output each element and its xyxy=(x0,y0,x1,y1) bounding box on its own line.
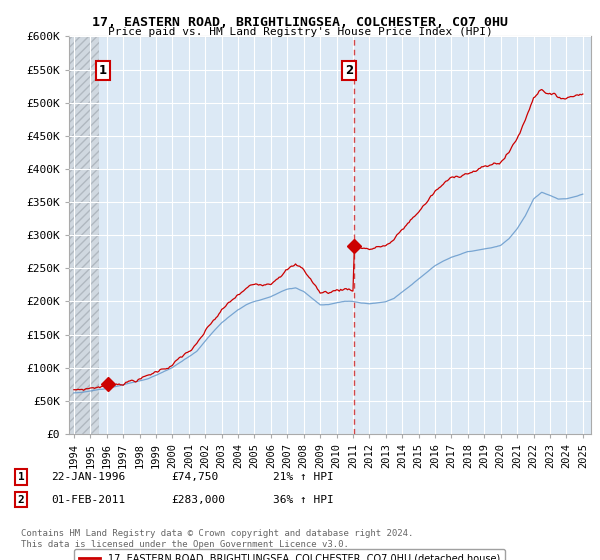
Text: 1: 1 xyxy=(99,64,107,77)
Text: 17, EASTERN ROAD, BRIGHTLINGSEA, COLCHESTER, CO7 0HU: 17, EASTERN ROAD, BRIGHTLINGSEA, COLCHES… xyxy=(92,16,508,29)
Text: 36% ↑ HPI: 36% ↑ HPI xyxy=(273,494,334,505)
Text: Price paid vs. HM Land Registry's House Price Index (HPI): Price paid vs. HM Land Registry's House … xyxy=(107,27,493,37)
Text: 1: 1 xyxy=(17,472,25,482)
Legend: 17, EASTERN ROAD, BRIGHTLINGSEA, COLCHESTER, CO7 0HU (detached house), HPI: Aver: 17, EASTERN ROAD, BRIGHTLINGSEA, COLCHES… xyxy=(74,549,505,560)
Text: £74,750: £74,750 xyxy=(171,472,218,482)
Text: 22-JAN-1996: 22-JAN-1996 xyxy=(51,472,125,482)
Text: 2: 2 xyxy=(17,494,25,505)
Text: 2: 2 xyxy=(346,64,353,77)
Text: Contains HM Land Registry data © Crown copyright and database right 2024.
This d: Contains HM Land Registry data © Crown c… xyxy=(21,529,413,549)
Text: 21% ↑ HPI: 21% ↑ HPI xyxy=(273,472,334,482)
Text: £283,000: £283,000 xyxy=(171,494,225,505)
Text: 01-FEB-2011: 01-FEB-2011 xyxy=(51,494,125,505)
